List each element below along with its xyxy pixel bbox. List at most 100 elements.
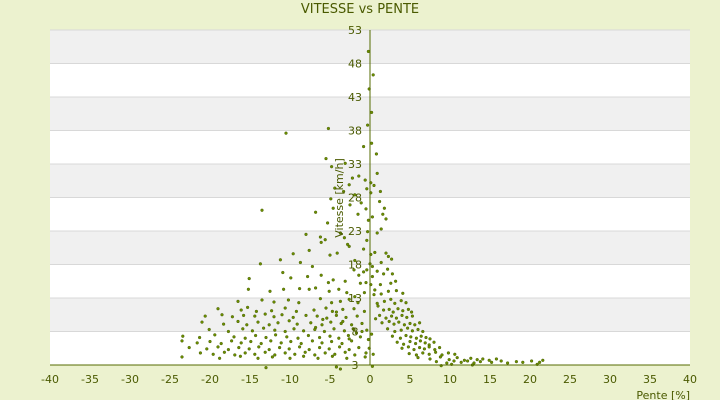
data-point [340,341,344,346]
data-point [293,352,297,356]
x-axis-label: Pente [%] [636,389,690,400]
data-point [247,276,251,281]
data-point [348,203,352,207]
data-point [330,301,334,305]
data-point [287,319,291,323]
data-point [537,360,542,364]
data-point [469,356,473,360]
data-point [303,350,307,354]
data-point [257,345,261,349]
data-point [419,334,423,338]
data-point [289,276,293,280]
data-point [264,366,268,370]
data-point [381,212,385,216]
data-point [386,254,390,259]
data-point [237,345,241,350]
x-tick-label: 40 [683,373,697,386]
data-point [401,291,405,295]
data-point [404,333,408,338]
data-point [343,161,347,165]
data-point [387,319,391,324]
data-point [310,339,314,343]
data-point [357,174,361,178]
data-point [434,350,438,354]
data-point [421,329,425,334]
data-point [371,352,375,356]
data-point [278,345,282,350]
x-tick-label: -20 [201,373,219,386]
data-point [312,308,316,312]
y-tick-label: 48 [348,58,362,71]
data-point [370,264,374,269]
data-point [347,337,351,341]
data-point [291,315,295,320]
data-point [386,267,390,271]
data-point [374,317,378,321]
data-point [230,315,234,319]
data-point [362,144,366,149]
data-point [445,361,449,365]
data-point [376,304,380,308]
data-point [259,341,263,346]
data-point [314,210,318,214]
data-point [365,187,369,191]
data-point [390,257,394,261]
data-point [343,350,347,354]
data-point [364,207,368,211]
data-point [276,321,280,325]
data-point [380,321,384,325]
x-tick-label: 25 [563,373,577,386]
data-point [324,157,328,161]
data-point [395,340,399,344]
data-point [250,329,254,333]
data-point [382,206,386,210]
data-point [446,351,450,355]
data-point [363,355,367,359]
data-point [529,359,534,363]
data-point [521,360,525,364]
data-point [226,329,230,334]
data-point [321,317,325,322]
data-point [331,206,335,210]
data-point [382,272,386,276]
data-point [319,273,323,277]
data-point [499,359,503,363]
data-point [274,333,278,337]
data-point [313,353,317,357]
data-point [346,333,350,338]
data-point [239,308,243,312]
data-point [253,314,257,318]
data-point [397,320,401,324]
data-point [514,360,518,364]
x-tick-label: 20 [523,373,537,386]
data-point [258,262,262,266]
data-point [203,314,207,318]
data-point [337,287,341,291]
data-point [378,199,382,204]
data-point [399,328,403,332]
data-point [319,240,323,244]
data-point [330,165,334,169]
data-point [283,351,287,355]
data-point [342,329,346,333]
data-point [320,323,324,327]
data-point [365,268,369,272]
x-tick-label: -30 [121,373,139,386]
data-point [379,260,383,265]
data-point [359,201,363,205]
data-point [378,283,382,287]
data-point [370,215,374,219]
data-point [294,309,298,313]
data-point [347,244,351,249]
data-point [219,341,223,346]
data-point [424,335,428,340]
data-point [366,49,370,54]
data-point [418,339,422,343]
data-point [432,340,436,344]
data-point [506,361,510,365]
data-point [447,358,451,362]
data-point [365,238,369,242]
data-point [323,238,327,242]
data-point [267,347,271,352]
